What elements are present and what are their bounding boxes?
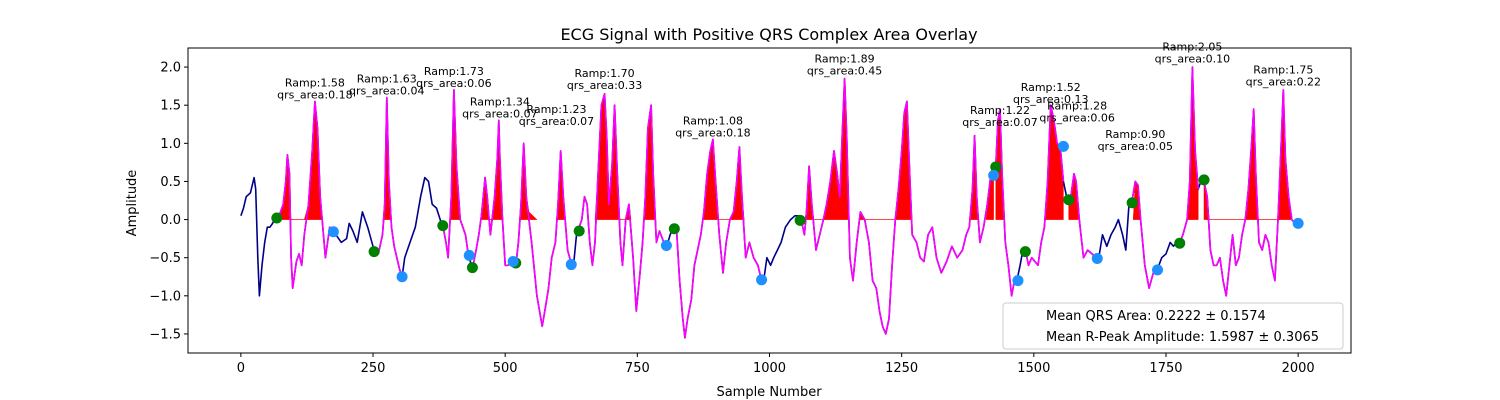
r-peak-amplitude-label: Ramp:1.89 [815,53,875,66]
qrs-segment-line [1178,66,1199,243]
r-peak-amplitude-label: Ramp:1.52 [1021,81,1081,94]
legend-box [1002,302,1344,350]
qrs-area-label: qrs_area:0.33 [567,79,642,92]
y-axis-label: Amplitude [125,170,140,237]
qrs-offset-marker [1057,140,1069,152]
qrs-segment-line [471,119,514,270]
qrs-onset-marker [1019,246,1031,258]
qrs-area-label: qrs_area:0.07 [519,115,594,128]
x-tick-label: 500 [493,361,518,376]
qrs-offset-marker [396,271,408,283]
qrs-segment-line [995,108,1018,297]
r-peak-amplitude-label: Ramp:1.73 [424,65,484,78]
qrs-offset-marker [463,249,475,261]
qrs-segment-line [277,100,333,290]
ecg-signal-lines [240,66,1299,339]
x-tick-label: 1250 [885,361,918,376]
qrs-onset-marker [1174,237,1186,249]
qrs-onset-marker [1198,174,1210,186]
legend-entry-mean-qrs-area: Mean QRS Area: 0.2222 ± 0.1574 [1046,309,1266,324]
x-tick-label: 0 [237,361,245,376]
qrs-annotations: Ramp:1.58qrs_area:0.18Ramp:1.63qrs_area:… [277,41,1321,154]
r-peak-amplitude-label: Ramp:1.58 [285,76,345,89]
qrs-offset-marker [565,259,577,271]
qrs-offset-marker [1012,275,1024,287]
y-tick-label: 1.0 [160,137,181,152]
qrs-segment-line [377,96,403,278]
qrs-onset-marker [794,214,806,226]
qrs-area-label: qrs_area:0.18 [277,88,352,101]
x-tick-label: 1750 [1149,361,1182,376]
r-peak-amplitude-label: Ramp:1.34 [470,95,530,108]
qrs-onset-marker [668,223,680,235]
qrs-offset-marker [1091,252,1103,264]
legend-entry-mean-r-peak-amplitude: Mean R-Peak Amplitude: 1.5987 ± 0.3065 [1046,330,1319,345]
qrs-area-label: qrs_area:0.13 [1013,93,1088,106]
qrs-onset-marker [1126,197,1138,209]
y-tick-label: 0.0 [160,213,181,228]
y-tick-label: −1.5 [149,327,181,342]
qrs-offset-marker [756,274,768,286]
qrs-onset-marker [990,161,1002,173]
qrs-area-label: qrs_area:0.10 [1155,53,1230,66]
qrs-segment-line [1131,180,1159,290]
y-tick-label: 0.5 [160,175,181,190]
y-tick-label: 1.5 [160,99,181,114]
qrs-onset-marker [368,246,380,258]
qrs-offset-marker [327,226,339,238]
qrs-segment-line [675,138,763,339]
qrs-offset-marker [507,256,519,267]
qrs-segment-line [442,89,469,259]
chart-title: ECG Signal with Positive QRS Complex Are… [560,25,977,44]
y-tick-label: −0.5 [149,251,181,266]
qrs-offset-marker [1152,264,1164,276]
qrs-segment-line [800,77,995,335]
legend: Mean QRS Area: 0.2222 ± 0.1574 Mean R-Pe… [1002,302,1344,350]
qrs-area-label: qrs_area:0.22 [1246,75,1321,88]
r-peak-amplitude-label: Ramp:1.23 [526,103,586,116]
qrs-segment-line [1067,173,1097,259]
qrs-onset-marker [437,220,449,232]
r-peak-amplitude-label: Ramp:1.08 [683,115,743,128]
qrs-offset-marker [1292,217,1304,229]
qrs-offset-marker [660,239,672,251]
qrs-area-label: qrs_area:0.45 [807,65,882,78]
qrs-area-label: qrs_area:0.06 [1039,111,1114,124]
r-peak-amplitude-label: Ramp:1.75 [1253,63,1313,76]
x-tick-label: 250 [361,361,386,376]
qrs-area-label: qrs_area:0.07 [962,116,1037,129]
qrs-onset-marker [271,212,283,224]
qrs-boundary-markers [271,140,1304,287]
r-peak-amplitude-label: Ramp:0.90 [1105,128,1165,141]
qrs-onset-marker [1063,194,1075,206]
x-tick-label: 750 [625,361,650,376]
y-tick-label: 2.0 [160,61,181,76]
x-axis-label: Sample Number [716,385,822,400]
r-peak-amplitude-label: Ramp:1.63 [357,73,417,86]
qrs-area-label: qrs_area:0.06 [416,77,491,90]
qrs-segment-line [1203,89,1299,297]
qrs-segment-line [515,142,573,328]
x-axis: 0 250 500 750 1000 1250 1500 1750 2000 [237,353,1315,376]
x-tick-label: 1000 [753,361,786,376]
qrs-onset-marker [573,225,585,237]
qrs-segment-line [1024,104,1065,267]
qrs-segment-line [578,93,665,312]
y-tick-label: −1.0 [149,289,181,304]
r-peak-amplitude-label: Ramp:1.70 [575,67,635,80]
x-tick-label: 2000 [1282,361,1315,376]
r-peak-amplitude-label: Ramp:1.28 [1047,99,1107,112]
qrs-area-label: qrs_area:0.04 [349,85,424,98]
qrs-area-label: qrs_area:0.07 [462,107,537,120]
qrs-area-label: qrs_area:0.05 [1098,140,1173,153]
plot-area [240,66,1304,339]
qrs-area-label: qrs_area:0.18 [675,127,750,140]
qrs-onset-marker [466,262,478,274]
r-peak-amplitude-label: Ramp:2.05 [1162,41,1222,54]
x-tick-label: 1500 [1017,361,1050,376]
qrs-offset-marker [988,169,1000,181]
r-peak-amplitude-label: Ramp:1.22 [970,104,1030,117]
y-axis: −1.5 −1.0 −0.5 0.0 0.5 1.0 1.5 2.0 [149,61,188,342]
